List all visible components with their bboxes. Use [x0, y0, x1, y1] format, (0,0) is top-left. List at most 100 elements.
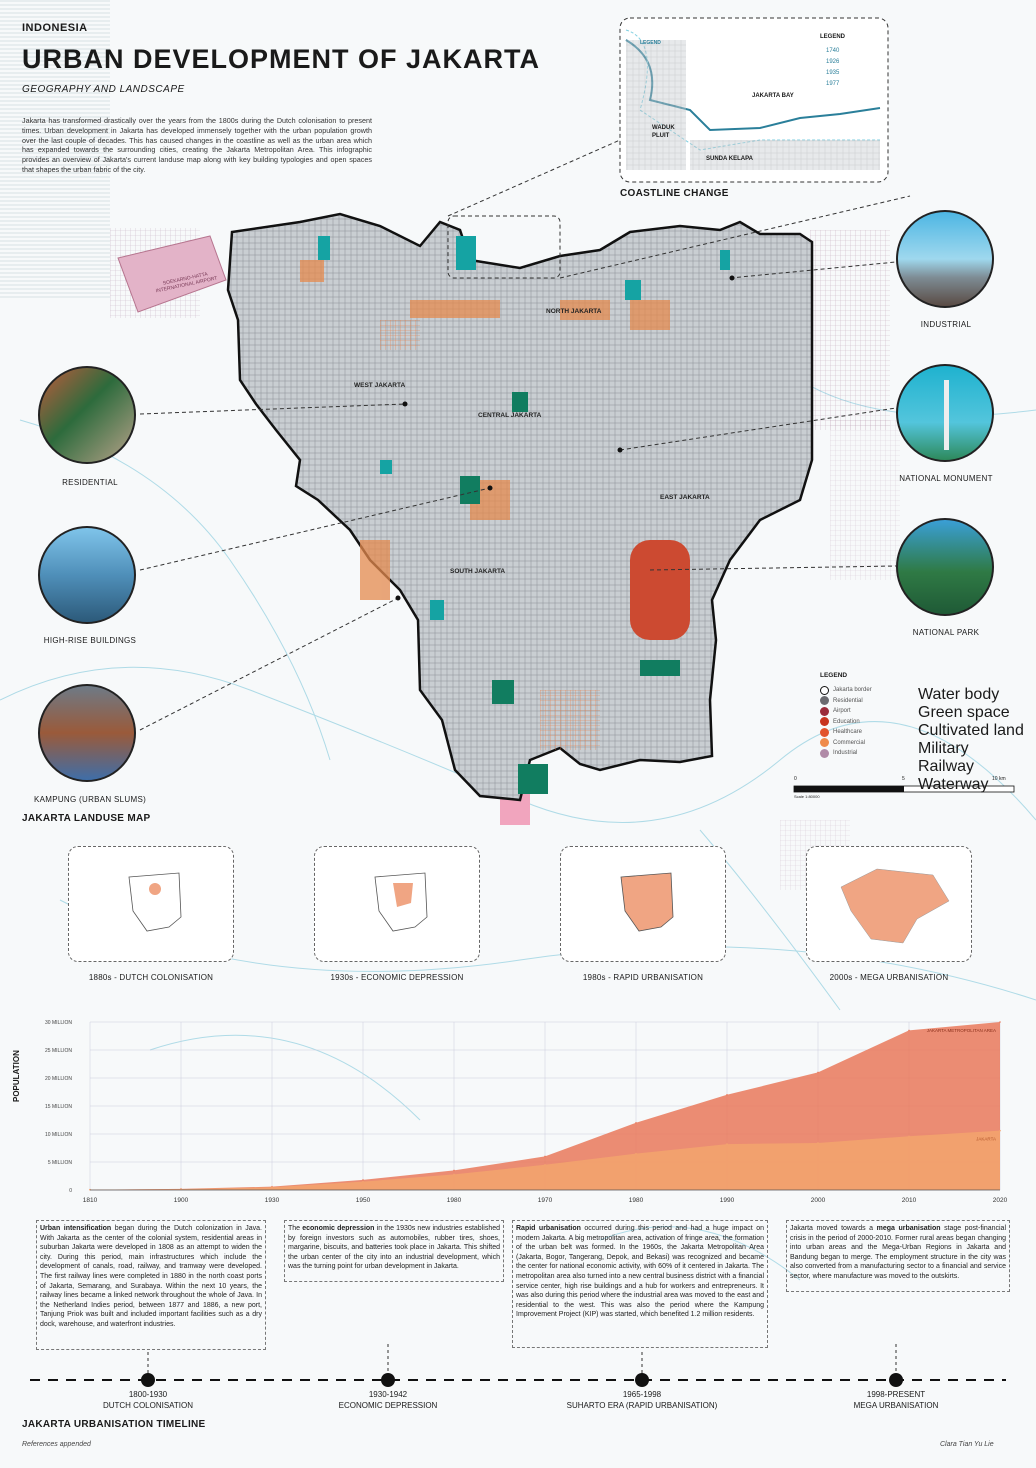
para3-text: occurred during this period and had a hu…: [516, 1225, 764, 1319]
residential-photo: [38, 366, 136, 464]
evolution-map-2000s: [840, 868, 950, 944]
evolution-label-2000s: 2000s - MEGA URBANISATION: [829, 973, 949, 982]
milestone-2: 1930-1942 ECONOMIC DEPRESSION: [293, 1389, 483, 1411]
legend-item: Education: [820, 717, 1020, 728]
district-east: EAST JAKARTA: [660, 494, 710, 501]
x-tick-label: 1950: [356, 1197, 371, 1204]
legend-label: Healthcare: [833, 729, 863, 736]
data-point: [726, 1094, 728, 1096]
para2-pre: The: [288, 1225, 303, 1232]
data-point: [544, 1155, 546, 1158]
x-tick-label: 1930: [265, 1197, 280, 1204]
data-point: [362, 1180, 364, 1183]
timeline-dot-1: [141, 1373, 155, 1387]
data-point: [726, 1143, 728, 1145]
milestone-years: 1965-1998: [622, 1390, 662, 1399]
legend-label: Commercial: [833, 739, 866, 746]
milestone-label: DUTCH COLONISATION: [102, 1401, 194, 1410]
evolution-label-1980s: 1980s - RAPID URBANISATION: [582, 973, 704, 982]
population-chart-svg: 0 5 MILLION 10 MILLION 15 MILLION 20 MILLION…: [45, 1020, 1008, 1204]
residential-label: RESIDENTIAL: [62, 478, 118, 487]
y-tick-label: 15 MILLION: [45, 1104, 72, 1110]
monument-label: NATIONAL MONUMENT: [899, 474, 993, 483]
scale-note: Scale 1:80000: [794, 794, 820, 799]
landuse-legend: LEGEND Jakarta border Residential Airport E…: [820, 672, 1020, 759]
legend-label: Water body: [918, 686, 1000, 703]
evolution-map-1930s: [374, 872, 428, 932]
landuse-legend-col2: Water body Green space Cultivated land Mili…: [918, 686, 1024, 794]
district-north: NORTH JAKARTA: [546, 308, 602, 315]
series-label: JAKARTA: [976, 1137, 996, 1142]
timeline-paragraph-4: Jakarta moved towards a mega urbanisatio…: [786, 1220, 1010, 1292]
country-label: INDONESIA: [22, 22, 88, 34]
legend-item: Residential: [820, 696, 1020, 707]
series-area-jakarta: [90, 1130, 1000, 1190]
evolution-panel-1930s: [314, 846, 480, 962]
coast-legend-year: 1926: [826, 59, 840, 65]
chart-ylabel: POPULATION: [12, 1050, 21, 1102]
data-point: [999, 1021, 1001, 1023]
evolution-panel-1880s: [68, 846, 234, 962]
park-label: NATIONAL PARK: [912, 628, 980, 637]
district-central: CENTRAL JAKARTA: [478, 412, 542, 419]
timeline-dot-2: [381, 1373, 395, 1387]
district-west: WEST JAKARTA: [354, 382, 406, 389]
legend-item: Cultivated land: [918, 722, 1024, 740]
highrise-photo: [38, 526, 136, 624]
legend-label: Railway: [918, 758, 975, 775]
x-tick-label: 2000: [811, 1197, 826, 1204]
x-tick-label: 1980: [629, 1197, 644, 1204]
evolution-map-1880s: [128, 872, 182, 932]
data-point: [271, 1186, 273, 1188]
milestone-label: SUHARTO ERA (RAPID URBANISATION): [566, 1401, 718, 1410]
y-tick-label: 30 MILLION: [45, 1020, 72, 1026]
y-tick-label: 10 MILLION: [45, 1132, 72, 1138]
milestone-years: 1800-1930: [128, 1390, 168, 1399]
milestone-label: ECONOMIC DEPRESSION: [338, 1401, 438, 1410]
series-label: JAKARTA METROPOLITAN AREA: [927, 1028, 996, 1033]
legend-label: Green space: [918, 704, 1010, 721]
para3-bold: Rapid urbanisation: [516, 1225, 581, 1232]
legend-label: Industrial: [833, 750, 858, 757]
legend-label: Jakarta border: [833, 687, 872, 694]
coast-legend-year: 1977: [826, 81, 840, 87]
data-point: [635, 1152, 637, 1155]
y-tick-label: 20 MILLION: [45, 1076, 72, 1082]
evolution-panel-2000s: [806, 846, 972, 962]
data-point: [544, 1164, 546, 1166]
monument-photo: [896, 364, 994, 462]
data-point: [908, 1135, 910, 1138]
page-title: URBAN DEVELOPMENT OF JAKARTA: [22, 44, 541, 74]
coast-pluit: PLUIT: [652, 133, 670, 139]
legend-label: Military: [918, 740, 969, 757]
legend-item: Military: [918, 740, 1024, 758]
legend-label: Cultivated land: [918, 722, 1024, 739]
timeline-dot-4: [889, 1373, 903, 1387]
para1-bold: Urban intensification: [40, 1225, 112, 1232]
data-point: [453, 1169, 455, 1172]
intro-paragraph: Jakarta has transformed drastically over…: [22, 116, 372, 174]
legend-item: Industrial: [820, 748, 1020, 759]
monument-icon: [944, 380, 949, 450]
para2-text: in the 1930s new industries established …: [288, 1225, 500, 1271]
y-tick-label: 25 MILLION: [45, 1048, 72, 1054]
data-point: [453, 1173, 455, 1176]
coast-legend-year: 1740: [826, 48, 840, 54]
kampung-label: KAMPUNG (URBAN SLUMS): [33, 795, 147, 804]
data-point: [999, 1129, 1001, 1132]
legend-swatch: [820, 696, 829, 706]
scale-0: 0: [794, 776, 797, 782]
legend-item: Railway: [918, 758, 1024, 776]
coast-legend-heading: LEGEND: [820, 34, 846, 40]
coast-legend-title: LEGEND: [640, 40, 661, 46]
legend-item: Waterway: [918, 776, 1024, 794]
legend-swatch: [820, 717, 829, 727]
data-point: [817, 1142, 819, 1144]
para1-text: began during the Dutch colonization in J…: [40, 1225, 262, 1328]
milestone-label: MEGA URBANISATION: [853, 1401, 939, 1410]
coast-legend-year: 1935: [826, 70, 840, 76]
coast-bay-label: JAKARTA BAY: [752, 93, 794, 99]
evolution-panel-1980s: [560, 846, 726, 962]
evolution-label-1930s: 1930s - ECONOMIC DEPRESSION: [330, 973, 464, 982]
